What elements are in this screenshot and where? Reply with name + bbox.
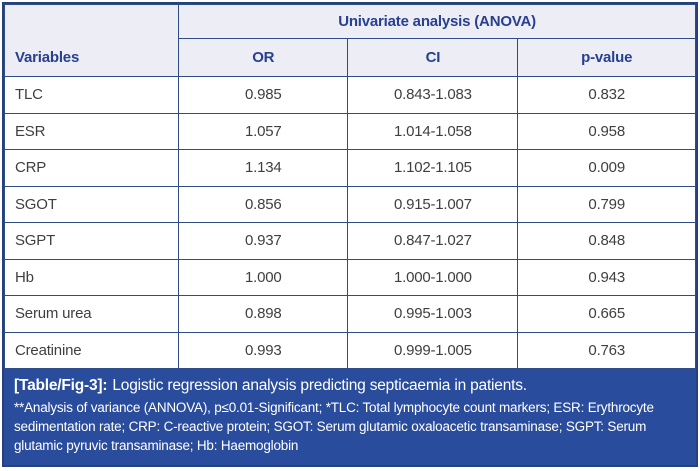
p-value-cell: 0.665 (517, 295, 696, 333)
or-cell: 1.134 (178, 149, 349, 187)
variable-cell: ESR (4, 112, 180, 150)
anova-results-table: Variables Univariate analysis (ANOVA) OR… (4, 4, 696, 369)
caption-label: [Table/Fig-3]: (14, 377, 108, 394)
table-header: Variables Univariate analysis (ANOVA) OR… (4, 4, 696, 77)
ci-cell: 0.915-1.007 (347, 185, 519, 223)
ci-cell: 0.843-1.083 (347, 76, 519, 114)
table-row-serum-urea: Serum urea 0.898 0.995-1.003 0.665 (4, 295, 696, 333)
or-cell: 1.057 (178, 112, 349, 150)
figure-caption-band: [Table/Fig-3]: Logistic regression analys… (4, 369, 696, 465)
variable-cell: SGPT (4, 222, 180, 260)
table-row-esr: ESR 1.057 1.014-1.058 0.958 (4, 112, 696, 150)
p-value-cell: 0.958 (517, 112, 696, 150)
ci-cell: 1.014-1.058 (347, 112, 519, 150)
or-cell: 0.856 (178, 185, 349, 223)
or-cell: 1.000 (178, 258, 349, 296)
ci-cell: 1.000-1.000 (347, 258, 519, 296)
table-row-tlc: TLC 0.985 0.843-1.083 0.832 (4, 76, 696, 114)
column-header-variables: Variables (4, 4, 180, 77)
column-header-ci: CI (347, 38, 519, 77)
ci-cell: 0.847-1.027 (347, 222, 519, 260)
variable-cell: Creatinine (4, 331, 180, 369)
variable-cell: CRP (4, 149, 180, 187)
or-cell: 0.937 (178, 222, 349, 260)
p-value-cell: 0.943 (517, 258, 696, 296)
table-row-sgpt: SGPT 0.937 0.847-1.027 0.848 (4, 222, 696, 260)
column-header-p-value: p-value (517, 38, 696, 77)
p-value-cell: 0.009 (517, 149, 696, 187)
p-value-cell: 0.832 (517, 76, 696, 114)
ci-cell: 0.999-1.005 (347, 331, 519, 369)
caption-footnote: **Analysis of variance (ANNOVA), p≤0.01-… (14, 400, 654, 453)
variable-cell: Hb (4, 258, 180, 296)
ci-cell: 0.995-1.003 (347, 295, 519, 333)
table-row-crp: CRP 1.134 1.102-1.105 0.009 (4, 149, 696, 187)
table-row-creatinine: Creatinine 0.993 0.999-1.005 0.763 (4, 331, 696, 369)
variable-cell: SGOT (4, 185, 180, 223)
variable-cell: TLC (4, 76, 180, 114)
ci-cell: 1.102-1.105 (347, 149, 519, 187)
group-header-univariate-anova: Univariate analysis (ANOVA) (178, 4, 696, 39)
p-value-cell: 0.848 (517, 222, 696, 260)
table-row-hb: Hb 1.000 1.000-1.000 0.943 (4, 258, 696, 296)
variable-cell: Serum urea (4, 295, 180, 333)
table-row-sgot: SGOT 0.856 0.915-1.007 0.799 (4, 185, 696, 223)
caption-title-line: [Table/Fig-3]: Logistic regression analys… (14, 377, 686, 395)
table-body: TLC 0.985 0.843-1.083 0.832 ESR 1.057 1.… (4, 76, 696, 369)
column-header-or: OR (178, 38, 349, 77)
p-value-cell: 0.763 (517, 331, 696, 369)
or-cell: 0.985 (178, 76, 349, 114)
sub-header-row: OR CI p-value (5, 38, 696, 77)
p-value-cell: 0.799 (517, 185, 696, 223)
or-cell: 0.898 (178, 295, 349, 333)
or-cell: 0.993 (178, 331, 349, 369)
caption-title: Logistic regression analysis predicting … (112, 377, 527, 394)
group-header-row: Variables Univariate analysis (ANOVA) (4, 4, 696, 77)
